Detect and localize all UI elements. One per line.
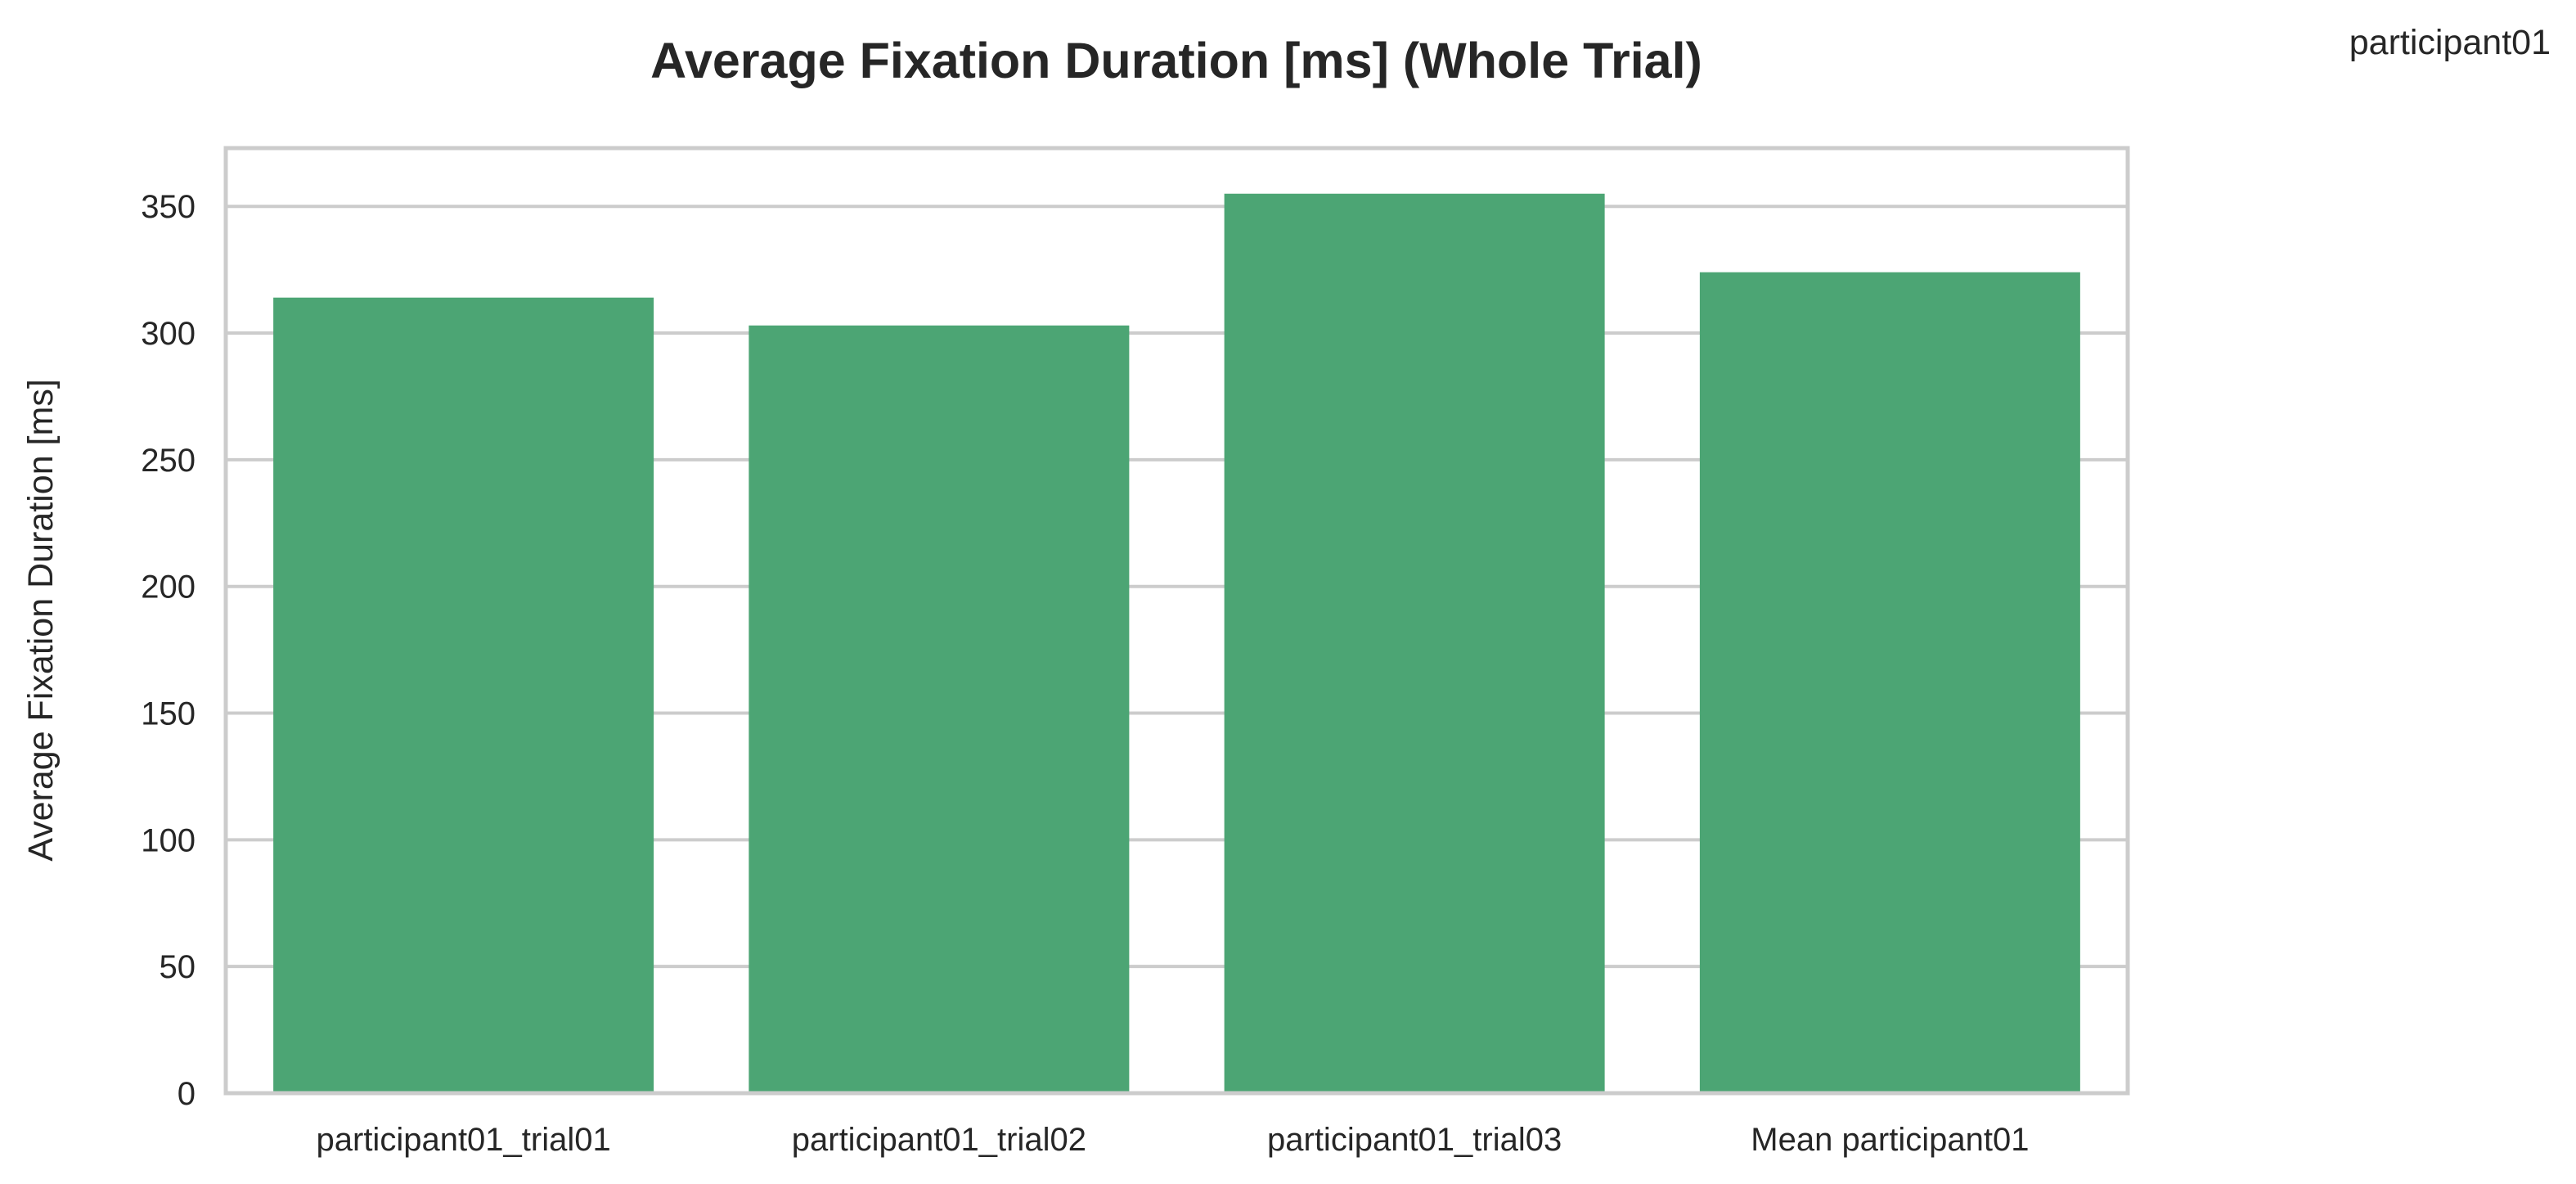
- y-axis-label: Average Fixation Duration [ms]: [21, 379, 61, 862]
- chart-title: Average Fixation Duration [ms] (Whole Tr…: [650, 33, 1702, 88]
- bar: [273, 297, 654, 1094]
- y-tick-label: 300: [141, 316, 196, 352]
- bar: [749, 325, 1130, 1093]
- x-tick-label: Mean participant01: [1751, 1122, 2029, 1158]
- y-tick-label: 50: [160, 949, 196, 985]
- y-tick-label: 150: [141, 696, 196, 732]
- bar: [1224, 193, 1605, 1093]
- x-tick-label: participant01_trial02: [792, 1122, 1086, 1158]
- bars: [273, 193, 2080, 1094]
- bar: [1699, 272, 2080, 1093]
- figure-corner-label: participant01: [2349, 23, 2551, 62]
- y-tick-label: 100: [141, 822, 196, 858]
- y-tick-label: 200: [141, 569, 196, 606]
- plot-frame: [223, 146, 2130, 1096]
- x-axis-ticks: participant01_trial01 participant01_trial…: [317, 1122, 2030, 1158]
- y-tick-label: 0: [178, 1076, 196, 1112]
- y-tick-label: 350: [141, 189, 196, 225]
- y-axis-ticks: 0 50 100 150 200 250 300 350: [141, 189, 196, 1112]
- x-tick-label: participant01_trial01: [317, 1122, 611, 1158]
- x-tick-label: participant01_trial03: [1267, 1122, 1562, 1158]
- y-tick-label: 250: [141, 443, 196, 479]
